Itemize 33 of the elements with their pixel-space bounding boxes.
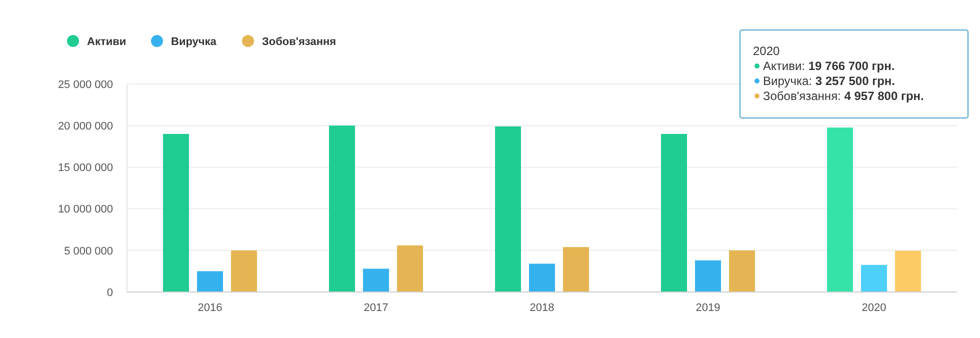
y-tick-label: 15 000 000 bbox=[58, 162, 113, 174]
bar bbox=[197, 271, 223, 292]
y-tick-label: 25 000 000 bbox=[58, 78, 113, 91]
x-tick-label: 2019 bbox=[696, 302, 720, 314]
x-tick-label: 2018 bbox=[530, 302, 554, 314]
bar bbox=[895, 250, 921, 292]
x-tick-label: 2017 bbox=[364, 302, 388, 314]
bar bbox=[661, 134, 687, 292]
legend-label: Зобов'язання bbox=[262, 36, 336, 48]
bar bbox=[363, 268, 389, 292]
y-tick-label: 0 bbox=[106, 286, 113, 299]
bar bbox=[163, 134, 189, 292]
annotation: Виручка: 3 257 500 грн. bbox=[763, 74, 895, 88]
bar bbox=[861, 264, 887, 292]
bar bbox=[563, 247, 589, 292]
y-tick-label: 10 000 000 bbox=[58, 204, 113, 216]
bar bbox=[695, 260, 721, 292]
bar bbox=[529, 264, 555, 292]
legend-label: Виручка bbox=[171, 36, 218, 48]
text: 2020 bbox=[753, 44, 780, 58]
legend-label: Активи bbox=[87, 36, 126, 48]
bar bbox=[495, 126, 521, 292]
bar bbox=[231, 250, 257, 292]
text: Активи: 19 766 700 грн. bbox=[763, 59, 895, 73]
bar bbox=[827, 128, 853, 292]
y-tick-label: 20 000 000 bbox=[58, 120, 113, 132]
annotation: Зобов'язання: 4 957 800 грн. bbox=[763, 89, 924, 103]
bar bbox=[729, 250, 755, 292]
bar bbox=[397, 245, 423, 292]
y-tick-label: 5 000 000 bbox=[64, 245, 113, 258]
bar bbox=[329, 126, 355, 292]
x-tick-label: 2020 bbox=[862, 302, 886, 314]
x-tick-label: 2016 bbox=[198, 302, 222, 314]
